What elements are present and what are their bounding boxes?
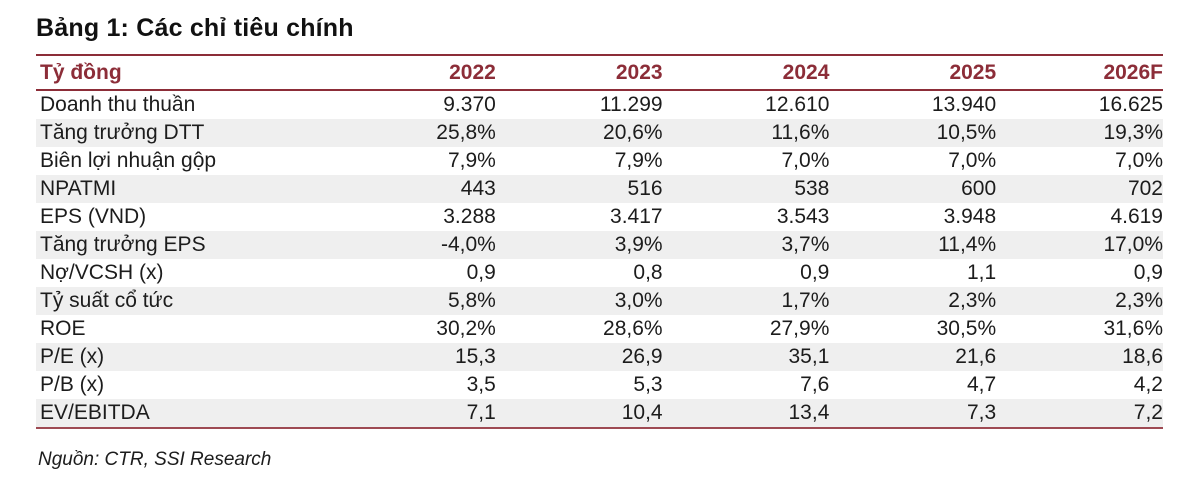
table-row: P/E (x) 15,3 26,9 35,1 21,6 18,6: [36, 343, 1163, 371]
row-value: 443: [460, 177, 496, 200]
table-row: Doanh thu thuần 9.370 11.299 12.610 13.940 16…: [36, 90, 1163, 119]
row-value: 21,6: [955, 345, 997, 368]
row-value: 3.288: [443, 205, 496, 228]
table-row: Tăng trưởng DTT 25,8% 20,6% 11,6% 10,5% 19,3%: [36, 119, 1163, 147]
row-value: 18,6: [1122, 345, 1163, 368]
row-value: 9.370: [443, 93, 496, 116]
table-row: NPATMI 443 516 538 600 702: [36, 175, 1163, 203]
table-title: Bảng 1: Các chỉ tiêu chính: [36, 14, 354, 42]
row-value: 7,0%: [948, 149, 997, 172]
row-label: Tăng trưởng EPS: [40, 233, 206, 256]
row-value: 3.948: [943, 205, 997, 228]
row-value: 5,3: [633, 373, 663, 396]
table-header: Tỷ đồng 2022 2023 2024 2025 2026F: [36, 55, 1163, 91]
row-label: NPATMI: [40, 177, 117, 200]
row-label: Nợ/VCSH (x): [40, 261, 164, 284]
header-row: Tỷ đồng 2022 2023 2024 2025 2026F: [36, 55, 1163, 91]
report-page: Bảng 1: Các chỉ tiêu chính Tỷ đồng 2022 …: [36, 14, 1163, 470]
row-label: EPS (VND): [40, 205, 147, 228]
row-value: 28,6%: [603, 317, 663, 340]
row-value: 0,9: [1133, 261, 1163, 284]
row-value: 16.625: [1098, 93, 1163, 116]
row-value: 11.299: [599, 93, 663, 116]
row-label: EV/EBITDA: [40, 401, 150, 424]
row-value: 4.619: [1110, 205, 1163, 228]
row-label: Tỷ suất cổ tức: [40, 289, 174, 312]
table-row: P/B (x) 3,5 5,3 7,6 4,7 4,2: [36, 371, 1163, 399]
row-value: 35,1: [788, 345, 830, 368]
row-value: 7,1: [466, 401, 496, 424]
row-value: 30,5%: [936, 317, 997, 340]
table-row: Biên lợi nhuận gộp 7,9% 7,9% 7,0% 7,0% 7,0%: [36, 147, 1163, 175]
row-value: 2,3%: [948, 289, 997, 312]
row-value: 7,0%: [781, 149, 830, 172]
table-row: EPS (VND) 3.288 3.417 3.543 3.948 4.619: [36, 203, 1163, 231]
row-label: Tăng trưởng DTT: [40, 121, 205, 144]
row-value: 7,3: [966, 401, 997, 424]
row-label: Biên lợi nhuận gộp: [40, 149, 217, 172]
row-label: P/B (x): [40, 373, 105, 396]
row-value: 3,5: [466, 373, 496, 396]
row-value: 3,7%: [781, 233, 830, 256]
row-value: 13,4: [788, 401, 830, 424]
row-value: 2,3%: [1115, 289, 1163, 312]
row-value: 13.940: [931, 93, 997, 116]
row-value: 7,0%: [1115, 149, 1163, 172]
row-value: 3,0%: [614, 289, 663, 312]
row-value: 7,2: [1133, 401, 1163, 424]
row-value: 3.417: [610, 205, 663, 228]
row-value: 15,3: [454, 345, 496, 368]
row-label: P/E (x): [40, 345, 105, 368]
row-value: 10,5%: [936, 121, 997, 144]
row-value: 4,7: [966, 373, 997, 396]
row-value: 0,9: [466, 261, 496, 284]
table-row: Tỷ suất cổ tức 5,8% 3,0% 1,7% 2,3% 2,3%: [36, 287, 1163, 315]
row-value: 19,3%: [1103, 121, 1163, 144]
row-value: 11,6%: [771, 121, 830, 144]
row-value: 7,6: [800, 373, 830, 396]
row-value: 12.610: [765, 93, 830, 116]
table-row: Tăng trưởng EPS -4,0% 3,9% 3,7% 11,4% 17,0%: [36, 231, 1163, 259]
row-value: 3.543: [776, 205, 830, 228]
row-value: 10,4: [621, 401, 663, 424]
row-value: 20,6%: [603, 121, 663, 144]
table-row: EV/EBITDA 7,1 10,4 13,4 7,3 7,2: [36, 399, 1163, 428]
row-value: 7,9%: [614, 149, 663, 172]
row-value: 538: [794, 177, 830, 200]
header-year-2026f: 2026F: [996, 55, 1163, 91]
row-label: ROE: [40, 317, 86, 340]
row-value: 26,9: [621, 345, 663, 368]
header-year-2024: 2024: [662, 55, 830, 91]
header-unit: Tỷ đồng: [36, 55, 330, 91]
table-row: Nợ/VCSH (x) 0,9 0,8 0,9 1,1 0,9: [36, 259, 1163, 287]
row-value: 0,9: [800, 261, 830, 284]
row-value: 7,9%: [447, 149, 496, 172]
row-value: -4,0%: [440, 233, 496, 256]
source-note: Nguồn: CTR, SSI Research: [38, 449, 272, 470]
table-body: Doanh thu thuần 9.370 11.299 12.610 13.940 16…: [36, 90, 1163, 428]
key-metrics-table: Tỷ đồng 2022 2023 2024 2025 2026F Doanh …: [36, 54, 1163, 429]
row-value: 11,4%: [938, 233, 997, 256]
row-value: 1,7%: [781, 289, 830, 312]
row-value: 3,9%: [614, 233, 663, 256]
row-value: 5,8%: [447, 289, 496, 312]
row-value: 27,9%: [769, 317, 830, 340]
row-value: 30,2%: [436, 317, 496, 340]
header-year-2022: 2022: [329, 55, 496, 91]
table-row: ROE 30,2% 28,6% 27,9% 30,5% 31,6%: [36, 315, 1163, 343]
header-year-2023: 2023: [495, 55, 663, 91]
row-value: 17,0%: [1103, 233, 1163, 256]
header-year-2025: 2025: [829, 55, 997, 91]
row-value: 0,8: [633, 261, 663, 284]
row-value: 702: [1127, 177, 1163, 200]
row-value: 25,8%: [436, 121, 496, 144]
row-value: 31,6%: [1103, 317, 1163, 340]
row-value: 4,2: [1133, 373, 1163, 396]
row-value: 516: [627, 177, 663, 200]
row-value: 1,1: [966, 261, 997, 284]
row-label: Doanh thu thuần: [40, 93, 196, 116]
row-value: 600: [961, 177, 997, 200]
